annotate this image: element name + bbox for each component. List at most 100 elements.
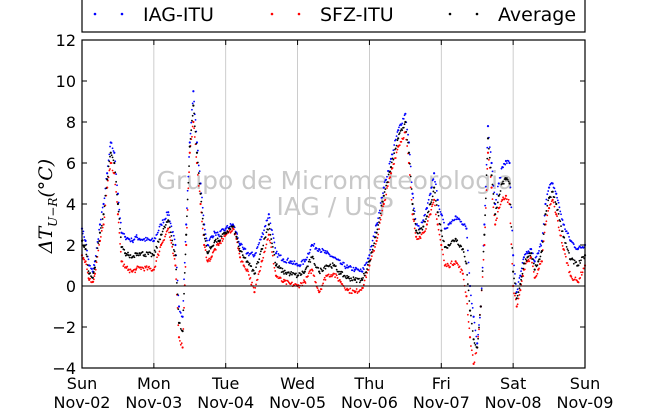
data-point-interp	[500, 167, 503, 170]
data-point-interp	[189, 132, 192, 135]
data-point-interp	[258, 258, 261, 261]
data-point-interp	[520, 270, 522, 273]
data-point-interp	[434, 199, 437, 202]
data-point-interp	[398, 133, 400, 136]
data-point-interp	[111, 147, 114, 150]
data-point-interp	[221, 240, 224, 242]
series-average	[80, 104, 587, 349]
data-point-interp	[146, 237, 149, 240]
data-point-interp	[473, 321, 476, 324]
data-point-interp	[90, 276, 93, 279]
data-point-interp	[514, 292, 517, 295]
data-point-interp	[421, 221, 424, 224]
data-point-interp	[443, 259, 445, 262]
data-point-interp	[413, 212, 415, 215]
data-point-interp	[323, 276, 326, 279]
data-point	[368, 254, 371, 257]
data-point-interp	[201, 211, 203, 214]
data-point-interp	[297, 274, 300, 277]
data-point-interp	[159, 223, 162, 226]
y-tick-label-5: 6	[66, 154, 76, 173]
data-point-interp	[434, 183, 437, 186]
data-point-interp	[386, 175, 388, 178]
data-point-interp	[383, 181, 386, 184]
data-point-interp	[291, 273, 293, 276]
data-point-interp	[169, 222, 172, 225]
data-point-interp	[511, 247, 514, 249]
data-point	[547, 186, 551, 189]
data-point-interp	[389, 160, 392, 163]
data-point-interp	[86, 268, 88, 271]
data-point-interp	[204, 240, 207, 242]
data-point-interp	[119, 242, 121, 245]
data-point-interp	[288, 282, 291, 285]
data-point-interp	[432, 178, 435, 181]
data-point-interp	[177, 324, 180, 327]
data-point-interp	[196, 173, 199, 176]
data-point-interp	[186, 207, 188, 210]
data-point-interp	[556, 196, 558, 199]
data-point-interp	[485, 189, 488, 191]
data-point-interp	[554, 190, 557, 193]
y-tick-label-6: 8	[66, 113, 76, 132]
data-point-interp	[538, 258, 541, 261]
data-point-interp	[269, 222, 272, 225]
data-point-interp	[564, 228, 566, 231]
data-point-interp	[371, 248, 374, 251]
data-point-interp	[258, 242, 261, 244]
data-point	[102, 202, 105, 206]
data-point-interp	[445, 265, 448, 268]
data-point-interp	[154, 251, 157, 253]
data-point-interp	[106, 175, 109, 178]
data-point-interp	[173, 250, 176, 253]
watermark-line-2: IAG / USP	[277, 192, 394, 221]
data-point-interp	[224, 235, 226, 238]
data-point-interp	[148, 265, 150, 268]
data-point-interp	[118, 208, 121, 211]
data-point-interp	[85, 263, 88, 266]
data-point-interp	[187, 175, 190, 178]
data-point	[192, 104, 195, 107]
data-point-interp	[83, 239, 86, 241]
data-point-interp	[202, 223, 205, 226]
data-point-interp	[200, 200, 203, 203]
data-point-interp	[500, 183, 503, 186]
data-point	[512, 254, 515, 257]
data-point-interp	[489, 151, 492, 153]
data-point-interp	[293, 260, 296, 263]
data-point-interp	[198, 190, 201, 193]
data-point-interp	[117, 221, 120, 224]
data-point-interp	[441, 235, 444, 238]
data-point-interp	[467, 261, 470, 264]
data-point	[472, 315, 475, 318]
data-point-interp	[579, 277, 582, 279]
data-point	[490, 174, 493, 177]
data-point-interp	[518, 277, 521, 279]
data-point-interp	[496, 217, 498, 220]
data-point-interp	[572, 258, 574, 261]
data-point-interp	[413, 207, 415, 210]
data-point-interp	[182, 309, 185, 312]
data-point-interp	[98, 240, 101, 242]
data-point-interp	[156, 256, 158, 259]
data-point-interp	[438, 208, 441, 211]
data-point	[167, 211, 170, 214]
data-point-interp	[313, 262, 316, 265]
data-point-interp	[243, 265, 246, 268]
data-point-interp	[372, 244, 375, 247]
legend-label-0: IAG-ITU	[143, 4, 214, 26]
data-point-interp	[159, 246, 162, 249]
data-point	[422, 225, 425, 228]
data-point-interp	[135, 254, 138, 257]
data-point-interp	[87, 258, 90, 261]
data-point-interp	[247, 261, 249, 264]
data-point-interp	[197, 184, 200, 187]
data-point-interp	[283, 273, 285, 275]
data-point-interp	[560, 234, 562, 237]
data-point-interp	[308, 258, 311, 261]
data-point-interp	[502, 180, 504, 183]
data-point-interp	[257, 261, 260, 264]
data-point-interp	[264, 224, 267, 227]
data-point	[522, 256, 526, 259]
data-point-interp	[462, 278, 465, 281]
